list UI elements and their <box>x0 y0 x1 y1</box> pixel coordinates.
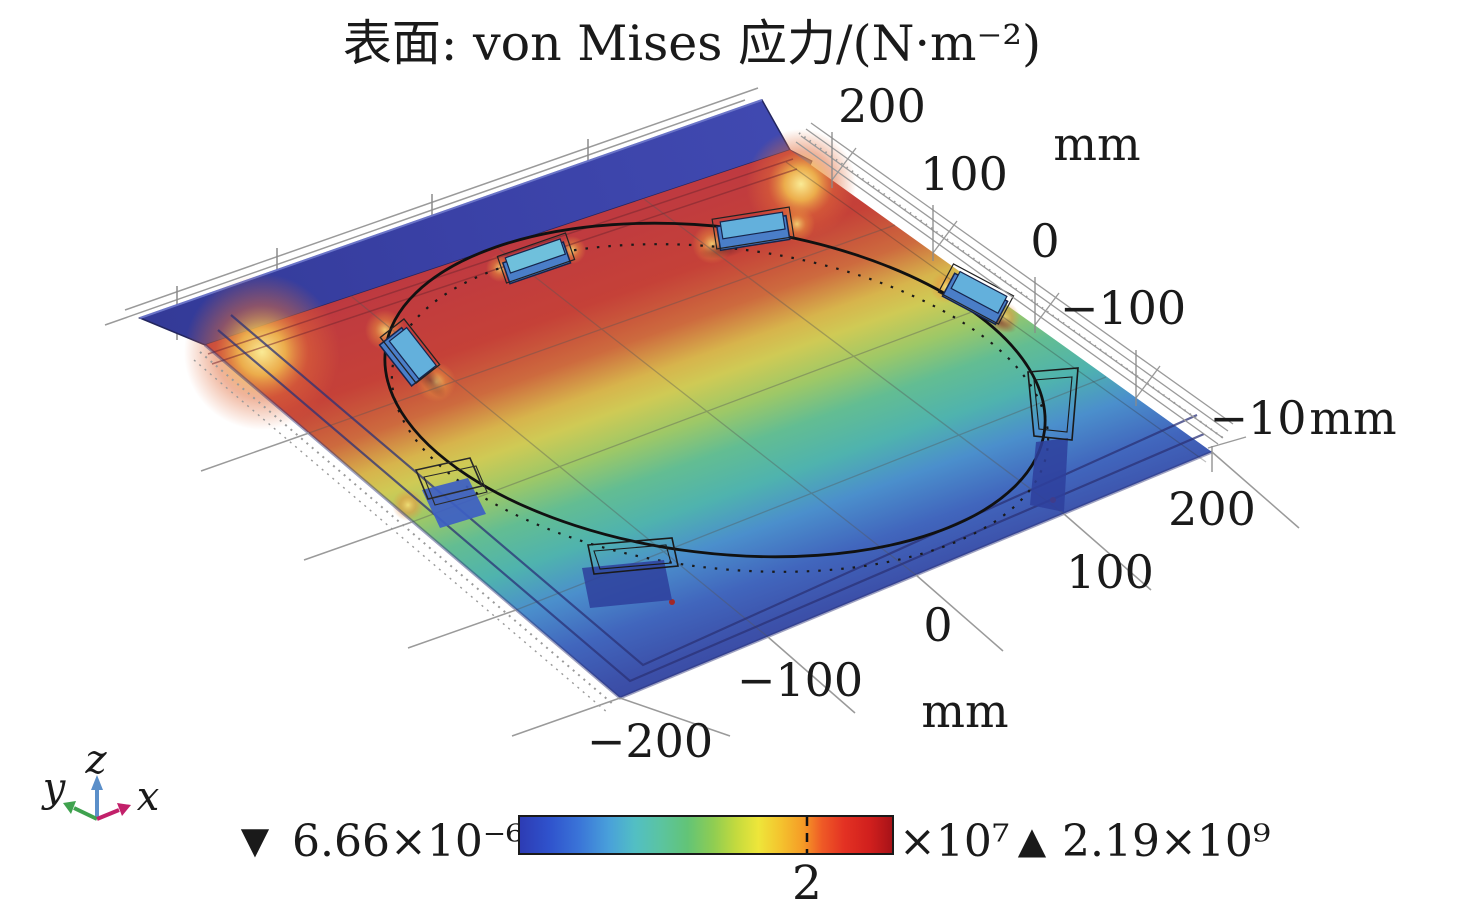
min-marker-icon: ▼ <box>241 819 270 862</box>
plot-title: 表面: von Mises 应力/(N·m⁻²) <box>343 15 1041 72</box>
patch-left <box>414 457 488 528</box>
hotspot-top-corner <box>746 129 856 239</box>
hotspot-left-corner <box>184 274 340 430</box>
colorbar-legend: ▼ 6.66×10⁻⁶ 2 ×10⁷ ▲ 2.19×10⁹ <box>241 815 1270 902</box>
colorbar-max-value: 2.19×10⁹ <box>1062 816 1270 867</box>
z-axis-tick: −10 <box>1209 391 1306 445</box>
colorbar <box>518 815 894 855</box>
y-axis-arrow <box>63 801 76 814</box>
y-axis-unit: mm <box>1053 117 1140 171</box>
z-axis-unit: mm <box>1309 391 1396 445</box>
x-axis-tick-0: 0 <box>923 598 952 652</box>
z-axis-labels: −10 mm <box>1209 391 1396 445</box>
x-axis-arrow <box>117 803 131 816</box>
x-axis-tick-m200: −200 <box>587 714 713 768</box>
axis-frame-right <box>795 122 1247 472</box>
colorbar-min-value: 6.66×10⁻⁶ <box>292 816 524 867</box>
max-point-dot <box>669 599 675 605</box>
y-axis-tick-m100: −100 <box>1060 281 1186 335</box>
patch-bottom <box>582 537 679 608</box>
y-axis-tick-100: 100 <box>920 147 1008 201</box>
x-axis-labels: 200 100 0 −100 −200 mm <box>587 482 1256 768</box>
patch-10oclock <box>378 318 441 388</box>
patch-top <box>496 232 576 285</box>
x-axis-unit: mm <box>921 684 1008 738</box>
axis-frame-front <box>193 351 1300 737</box>
colorbar-scale-label: ×10⁷ <box>899 816 1010 867</box>
y-axis-labels: 200 100 0 −100 mm <box>838 79 1186 335</box>
z-axis-arrow <box>91 775 103 790</box>
patch-1oclock <box>711 206 795 252</box>
x-axis-tick-200: 200 <box>1168 482 1256 536</box>
patch-2oclock <box>937 263 1015 326</box>
x-axis-tick-100: 100 <box>1066 545 1154 599</box>
colorbar-tick-label: 2 <box>792 856 822 902</box>
triad-label-y: y <box>41 765 67 811</box>
y-axis-tick-200: 200 <box>838 79 926 133</box>
triad-label-z: z <box>84 737 107 783</box>
coordinate-triad: y z x <box>41 737 160 821</box>
y-axis-tick-0: 0 <box>1030 214 1059 268</box>
max-marker-icon: ▲ <box>1018 819 1047 862</box>
x-axis-tick-m100: −100 <box>737 653 863 707</box>
triad-label-x: x <box>137 774 160 820</box>
plate-surface <box>184 129 1213 700</box>
patch-right <box>1027 367 1079 512</box>
